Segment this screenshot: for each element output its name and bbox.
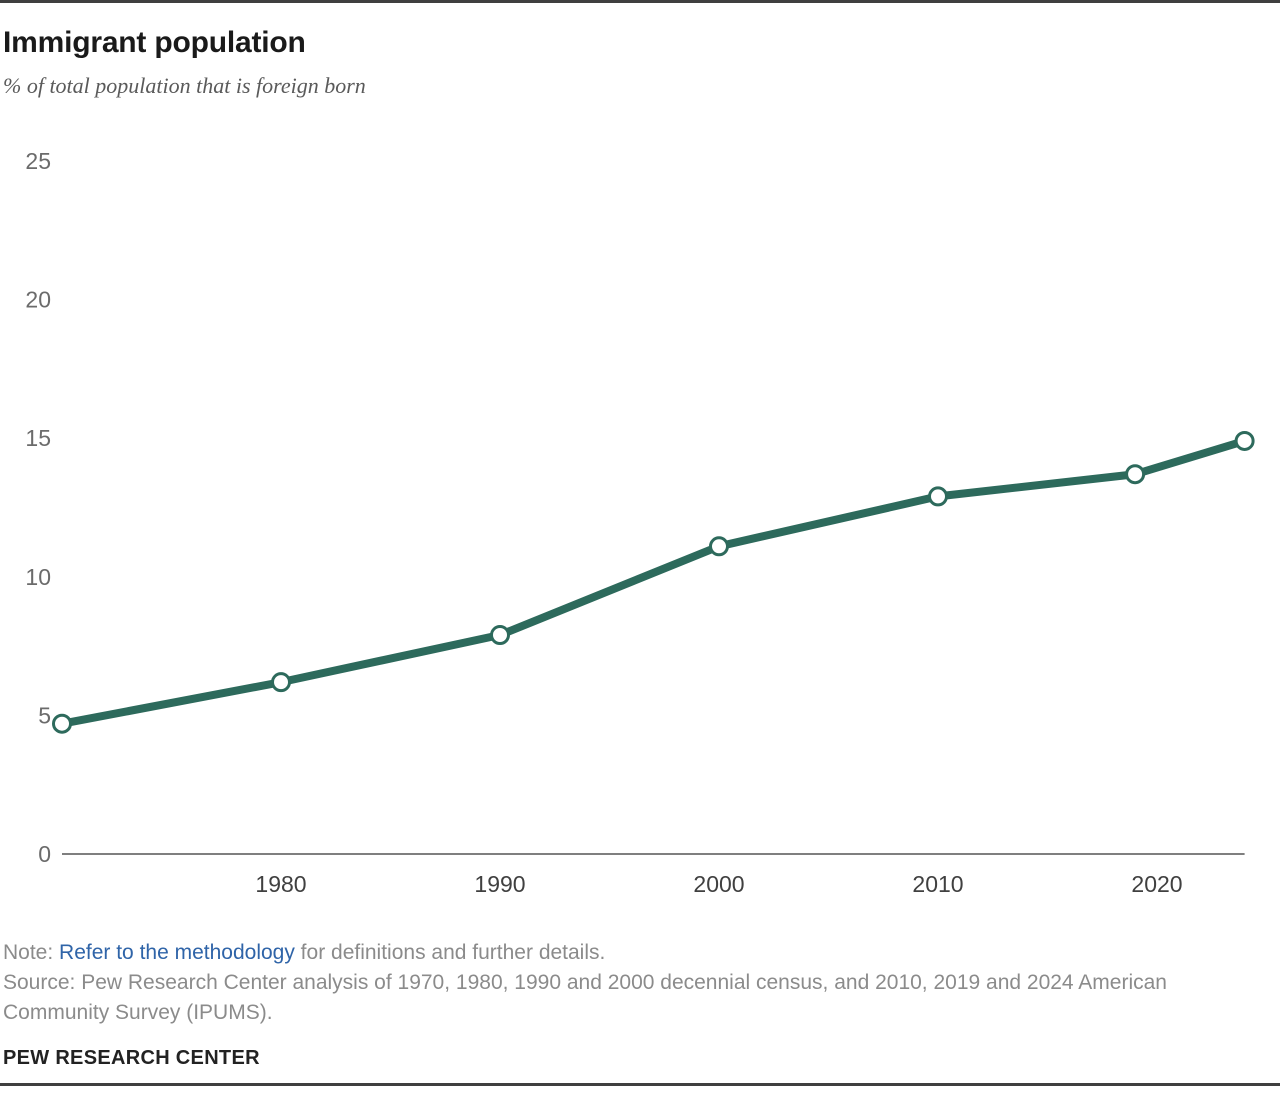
chart-subtitle: % of total population that is foreign bo… xyxy=(3,73,366,98)
x-tick-label: 1980 xyxy=(255,871,306,897)
y-tick-label: 25 xyxy=(25,148,51,174)
x-tick-label: 2000 xyxy=(693,871,744,897)
y-tick-label: 10 xyxy=(25,564,51,590)
source-line: Source: Pew Research Center analysis of … xyxy=(3,971,1167,1024)
data-point-marker xyxy=(1234,430,1255,451)
pew-research-center-wordmark: PEW RESEARCH CENTER xyxy=(3,1047,260,1069)
y-tick-label: 20 xyxy=(25,287,51,313)
trend-line xyxy=(58,436,1249,728)
data-point-marker xyxy=(928,486,948,507)
y-tick-label: 15 xyxy=(25,425,51,451)
line-chart: 0 5 10 15 20 25 1980 1990 2000 2010 2020 xyxy=(25,148,1255,897)
top-rule xyxy=(0,0,1280,3)
bottom-rule xyxy=(0,1083,1280,1086)
chart-title: Immigrant population xyxy=(3,26,306,59)
note-line: Note: Refer to the methodology for defin… xyxy=(3,938,1218,968)
data-point-marker xyxy=(709,536,729,557)
y-tick-label: 0 xyxy=(38,841,51,867)
note-label: Note: xyxy=(3,941,60,964)
y-tick-label: 5 xyxy=(38,702,51,728)
data-point-marker xyxy=(1125,464,1146,485)
note-rest: for definitions and further details. xyxy=(294,941,606,964)
x-tick-label: 2010 xyxy=(912,871,963,897)
data-point-marker xyxy=(490,625,510,646)
data-point-marker xyxy=(271,672,291,693)
x-tick-label: 1990 xyxy=(474,871,525,897)
x-tick-label: 2020 xyxy=(1131,871,1182,897)
methodology-link[interactable]: Refer to the methodology xyxy=(59,941,295,964)
data-point-marker xyxy=(52,713,72,734)
chart-card: Immigrant population % of total populati… xyxy=(0,26,1280,1070)
